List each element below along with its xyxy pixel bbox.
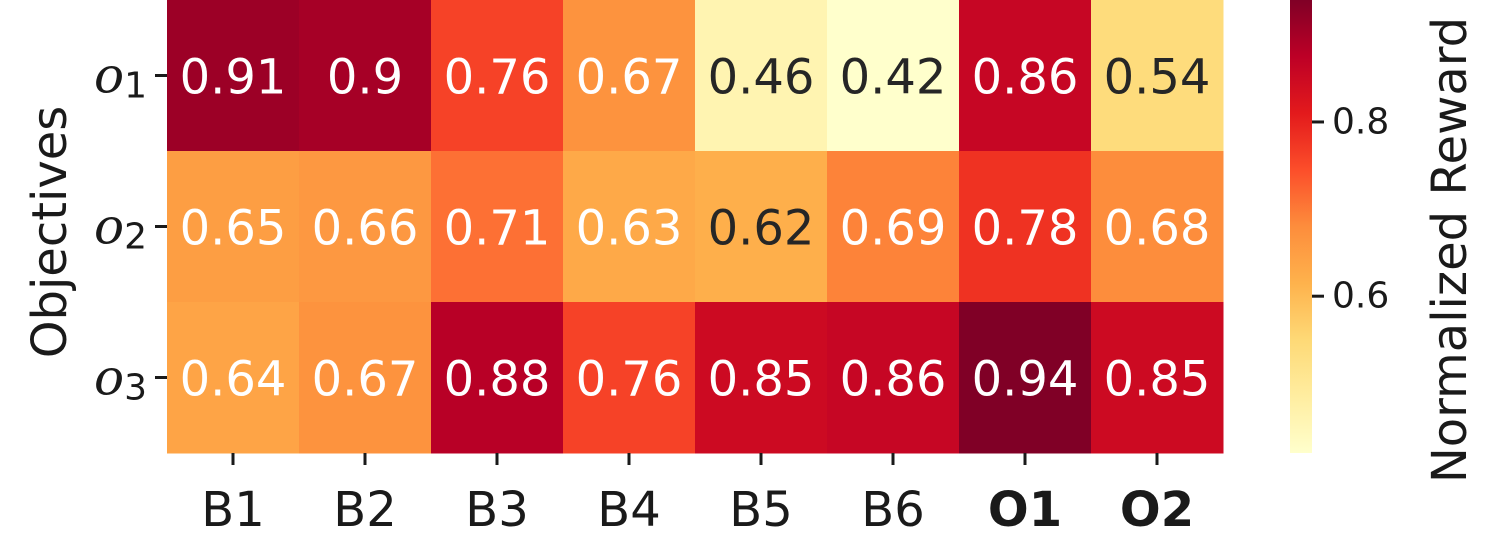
heatmap-cell: [563, 0, 696, 152]
cell-value-label: 0.64: [180, 352, 287, 408]
heatmap-cell: [827, 151, 960, 303]
heatmap-cell: [695, 0, 828, 152]
heatmap-cells: 0.91 0.9 0.76 0.67 0.46 0.42 0.86 0.54 0.65 0.66 0…: [167, 0, 1224, 454]
x-tick-label: O2: [1120, 482, 1194, 538]
heatmap-cell: [431, 151, 564, 303]
heatmap-cell: [431, 302, 564, 454]
heatmap-cell: [959, 0, 1092, 152]
colorbar-tick-label: 0.8: [1332, 101, 1389, 142]
x-tick-label: B1: [201, 482, 264, 538]
x-tick-label: B2: [333, 482, 396, 538]
y-tick-label: o3: [94, 349, 147, 409]
cell-value-label: 0.42: [840, 50, 947, 106]
cell-value-label: 0.91: [180, 50, 287, 106]
cell-value-label: 0.71: [444, 201, 551, 257]
cell-value-label: 0.63: [576, 201, 683, 257]
cell-value-label: 0.88: [444, 352, 551, 408]
heatmap-cell: [1091, 151, 1224, 303]
colorbar-ticks: 0.6 0.8: [1312, 101, 1389, 317]
y-tick-label: o2: [94, 198, 147, 258]
cell-value-label: 0.66: [312, 201, 419, 257]
heatmap-cell: [167, 0, 300, 152]
heatmap-cell: [431, 0, 564, 152]
cell-value-label: 0.85: [1104, 352, 1211, 408]
colorbar: 0.6 0.8 Normalized Reward: [1290, 0, 1478, 483]
cell-value-label: 0.76: [576, 352, 683, 408]
cell-value-label: 0.62: [708, 201, 815, 257]
heatmap-cell: [299, 151, 432, 303]
cell-value-label: 0.46: [708, 50, 815, 106]
cell-value-label: 0.65: [180, 201, 287, 257]
cell-value-label: 0.67: [576, 50, 683, 106]
y-axis: o1 o2 o3: [94, 47, 167, 409]
x-tick-label: B6: [861, 482, 924, 538]
heatmap-cell: [1091, 302, 1224, 454]
heatmap-cell: [1091, 0, 1224, 152]
x-tick-label: B4: [597, 482, 660, 538]
heatmap-cell: [695, 302, 828, 454]
cell-value-label: 0.67: [312, 352, 419, 408]
y-axis-title: Objectives: [22, 106, 78, 359]
colorbar-gradient: [1290, 0, 1312, 453]
x-tick-label: B3: [465, 482, 528, 538]
colorbar-title: Normalized Reward: [1422, 17, 1478, 483]
cell-value-label: 0.9: [327, 50, 403, 106]
cell-value-label: 0.69: [840, 201, 947, 257]
heatmap-cell: [167, 302, 300, 454]
x-tick-label: O1: [988, 482, 1062, 538]
cell-value-label: 0.76: [444, 50, 551, 106]
y-tick-label: o1: [94, 47, 147, 107]
heatmap-cell: [563, 302, 696, 454]
colorbar-tick-label: 0.6: [1332, 276, 1389, 317]
heatmap-cell: [959, 151, 1092, 303]
x-axis: B1 B2 B3 B4 B5 B6 O1 O2: [201, 453, 1194, 538]
cell-value-label: 0.78: [972, 201, 1079, 257]
cell-value-label: 0.68: [1104, 201, 1211, 257]
heatmap-cell: [959, 302, 1092, 454]
x-tick-label: B5: [729, 482, 792, 538]
heatmap-cell: [563, 151, 696, 303]
cell-value-label: 0.85: [708, 352, 815, 408]
heatmap-cell: [299, 302, 432, 454]
heatmap-cell: [299, 0, 432, 152]
cell-value-label: 0.54: [1104, 50, 1211, 106]
heatmap-cell: [695, 151, 828, 303]
heatmap-cell: [827, 302, 960, 454]
cell-value-label: 0.86: [972, 50, 1079, 106]
cell-value-label: 0.94: [972, 352, 1079, 408]
heatmap-cell: [167, 151, 300, 303]
heatmap-cell: [827, 0, 960, 152]
cell-value-label: 0.86: [840, 352, 947, 408]
